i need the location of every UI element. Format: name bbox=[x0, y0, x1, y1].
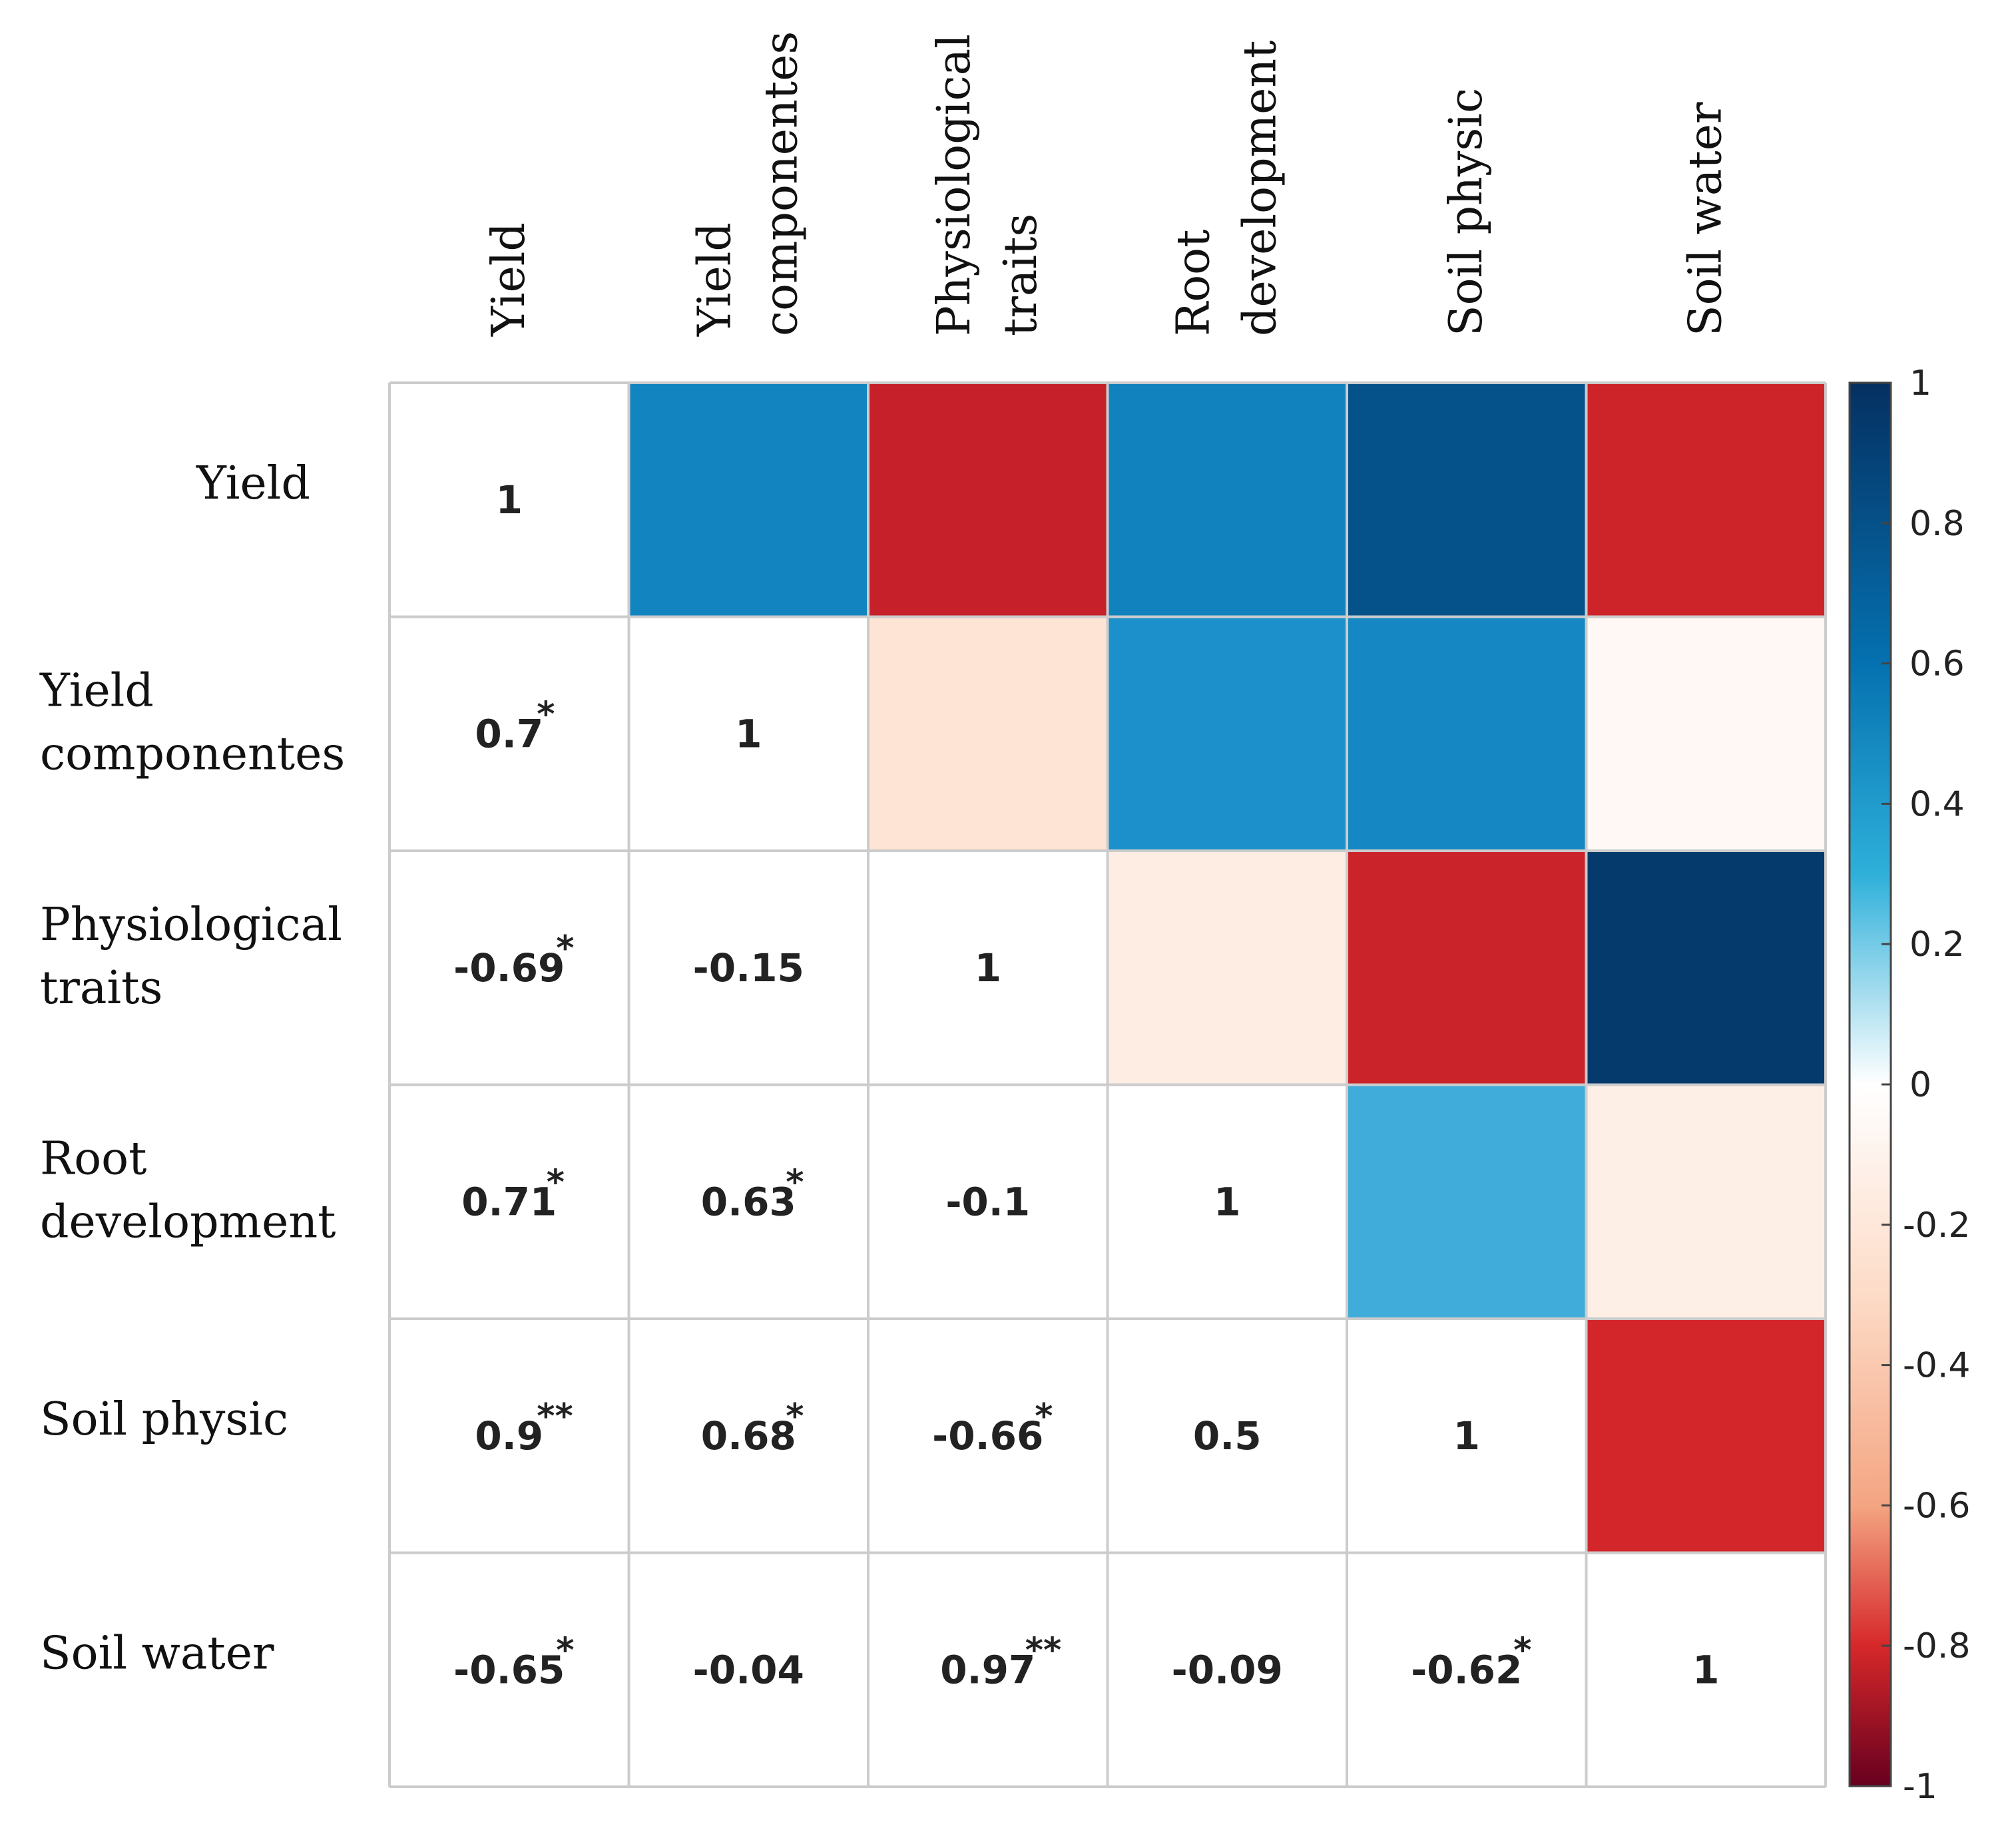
col-label-root-development-line-1: Root bbox=[1167, 230, 1220, 336]
row-labels: Yield Yield componentes Physiological traits… bbox=[39, 457, 345, 1680]
row-label-soil-water: Soil water bbox=[40, 1627, 274, 1680]
cell-value-r3-c2: -0.1 bbox=[945, 1179, 1030, 1224]
heat-cell-r0-c1 bbox=[629, 383, 869, 617]
cell-value-r2-c2: 1 bbox=[975, 945, 1001, 991]
colorbar-tick-label: 0.6 bbox=[1909, 644, 1965, 684]
cell-value-r2-c0: -0.69 bbox=[453, 945, 565, 991]
cell-value-r5-c2: 0.97 bbox=[940, 1647, 1035, 1692]
colorbar-tick-label: 0.2 bbox=[1909, 925, 1965, 965]
col-label-yield-componentes-line-2: componentes bbox=[755, 31, 808, 336]
colorbar-tick-label: 0 bbox=[1909, 1065, 1931, 1105]
colorbar-tick-label: -0.2 bbox=[1903, 1206, 1970, 1246]
cell-value-r5-c5: 1 bbox=[1692, 1647, 1719, 1692]
heat-cell-r1-c2 bbox=[868, 616, 1108, 851]
heat-cell-r3-c5 bbox=[1586, 1084, 1826, 1319]
col-label-physiological-traits-line-1: Physiological bbox=[928, 34, 981, 336]
cell-value-r4-c0: 0.9 bbox=[475, 1413, 543, 1459]
colorbar-tick-label: -1 bbox=[1903, 1767, 1937, 1807]
cell-significance-r3-c0: * bbox=[547, 1162, 565, 1202]
cell-value-r5-c3: -0.09 bbox=[1172, 1647, 1283, 1692]
cell-value-r0-c0: 1 bbox=[496, 477, 523, 523]
cell-significance-r5-c4: * bbox=[1513, 1630, 1531, 1670]
cell-value-r4-c3: 0.5 bbox=[1193, 1413, 1262, 1459]
row-label-soil-physic: Soil physic bbox=[40, 1393, 288, 1446]
cell-significance-r2-c0: * bbox=[556, 929, 574, 969]
colorbar-tick-label: 1 bbox=[1909, 363, 1931, 403]
row-label-yield-componentes-line-2: componentes bbox=[40, 728, 345, 780]
cell-value-r3-c3: 1 bbox=[1214, 1179, 1240, 1224]
col-label-soil-water: Soil water bbox=[1679, 102, 1732, 336]
heat-cell-r0-c5 bbox=[1586, 383, 1826, 617]
heatmap-grid bbox=[388, 381, 1827, 1788]
heat-cell-r0-c2 bbox=[868, 383, 1108, 617]
cell-significance-r4-c0: ** bbox=[537, 1397, 573, 1437]
colorbar-tick-label: -0.4 bbox=[1903, 1346, 1970, 1386]
cell-value-r1-c0: 0.7 bbox=[475, 711, 543, 756]
cell-value-r5-c0: -0.65 bbox=[453, 1647, 565, 1692]
col-label-soil-physic: Soil physic bbox=[1440, 88, 1493, 336]
row-label-root-development-line-1: Root bbox=[40, 1132, 146, 1185]
cell-value-r2-c1: -0.15 bbox=[693, 945, 804, 991]
heat-cell-r4-c5 bbox=[1586, 1319, 1826, 1553]
heat-cell-r3-c4 bbox=[1347, 1084, 1587, 1319]
colorbar-tick-label: -0.6 bbox=[1903, 1486, 1970, 1526]
col-label-yield: Yield bbox=[483, 222, 535, 337]
cell-values: 10.7* 1-0.69* -0.15 10.71* 0.63* -0.1 10.9** 0.… bbox=[453, 477, 1719, 1693]
heat-cell-r0-c3 bbox=[1107, 383, 1348, 617]
cell-value-r4-c4: 1 bbox=[1453, 1413, 1480, 1459]
cell-value-r4-c2: -0.66 bbox=[932, 1413, 1043, 1459]
heat-cell-r2-c3 bbox=[1107, 851, 1348, 1085]
cell-significance-r4-c2: * bbox=[1035, 1397, 1053, 1437]
column-labels: Yield Yield componentes Physiological traits… bbox=[483, 31, 1732, 337]
row-label-root-development-line-2: development bbox=[40, 1196, 336, 1248]
col-label-root-development-line-2: development bbox=[1234, 41, 1286, 337]
cell-value-r5-c4: -0.62 bbox=[1411, 1647, 1522, 1692]
row-label-physiological-traits-line-1: Physiological bbox=[40, 899, 342, 951]
heatmap-cells bbox=[629, 383, 1826, 1553]
cell-value-r3-c1: 0.63 bbox=[701, 1179, 796, 1224]
row-label-yield-componentes-line-1: Yield bbox=[39, 664, 154, 717]
cell-significance-r1-c0: * bbox=[537, 694, 555, 734]
row-label-yield: Yield bbox=[196, 457, 310, 510]
colorbar-tick-label: 0.8 bbox=[1909, 504, 1965, 544]
cell-significance-r5-c2: ** bbox=[1025, 1630, 1061, 1670]
heat-cell-r1-c3 bbox=[1107, 616, 1348, 851]
cell-value-r4-c1: 0.68 bbox=[701, 1413, 796, 1459]
colorbar-tick-label: 0.4 bbox=[1909, 784, 1965, 824]
col-label-yield-componentes-line-1: Yield bbox=[688, 222, 741, 337]
heat-cell-r2-c5 bbox=[1586, 851, 1826, 1085]
heat-cell-r1-c5 bbox=[1586, 616, 1826, 851]
colorbar-tick-label: -0.8 bbox=[1903, 1626, 1970, 1666]
row-label-physiological-traits-line-2: traits bbox=[40, 962, 162, 1015]
cell-significance-r5-c0: * bbox=[556, 1630, 574, 1670]
cell-significance-r3-c1: * bbox=[786, 1162, 804, 1202]
heat-cell-r0-c4 bbox=[1347, 383, 1587, 617]
col-label-physiological-traits-line-2: traits bbox=[995, 214, 1047, 336]
colorbar: 1 0.8 0.6 0.4 0.2 0 -0.2 -0.4 -0.6 -0.8 -1 bbox=[1848, 363, 1970, 1807]
cell-significance-r4-c1: * bbox=[786, 1397, 804, 1437]
cell-value-r3-c0: 0.71 bbox=[461, 1179, 557, 1224]
heat-cell-r1-c4 bbox=[1347, 616, 1587, 851]
cell-value-r5-c1: -0.04 bbox=[693, 1647, 804, 1692]
heat-cell-r2-c4 bbox=[1347, 851, 1587, 1085]
cell-value-r1-c1: 1 bbox=[735, 711, 762, 756]
